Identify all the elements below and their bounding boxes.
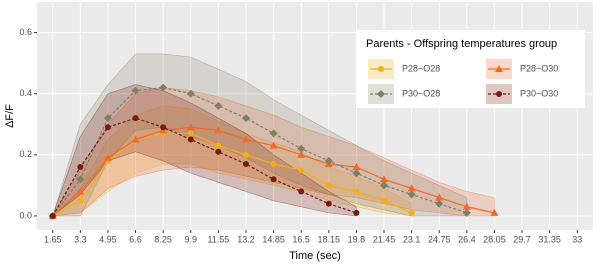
marker (378, 66, 384, 72)
x-tick-label: 8.25 (154, 234, 172, 244)
marker (380, 181, 389, 190)
marker (377, 90, 385, 98)
x-tick-label: 33 (572, 234, 582, 244)
marker (435, 193, 444, 201)
marker (186, 123, 195, 131)
marker (269, 141, 278, 149)
marker (496, 91, 502, 97)
y-tick-label: 0.4 (19, 88, 32, 98)
marker (324, 156, 333, 165)
x-tick-label: 28.05 (483, 234, 506, 244)
marker (104, 124, 111, 131)
marker (490, 208, 499, 216)
series-line (52, 117, 357, 217)
marker (215, 142, 222, 149)
marker (407, 184, 416, 192)
x-tick-label: 23.1 (403, 234, 421, 244)
x-tick-label: 11.55 (207, 234, 229, 244)
marker (77, 164, 84, 171)
marker (186, 89, 195, 98)
marker (298, 188, 305, 195)
x-tick-label: 29.7 (513, 234, 531, 244)
marker (380, 175, 389, 183)
marker (103, 153, 112, 161)
y-tick-label: 0.6 (19, 27, 32, 37)
legend: Parents - Offspring temperatures group P… (357, 30, 585, 108)
marker (103, 114, 112, 123)
marker (270, 176, 277, 183)
x-tick-label: 1.65 (44, 234, 62, 244)
x-axis-label: Time (sec) (289, 250, 341, 262)
marker (214, 101, 223, 110)
legend-box (357, 30, 585, 108)
legend-label: P28−O28 (402, 63, 440, 73)
x-tick-label: 9.9 (185, 234, 198, 244)
marker (297, 150, 306, 158)
marker (270, 160, 277, 167)
legend-label: P30−O30 (520, 88, 558, 98)
x-tick-label: 26.4 (458, 234, 476, 244)
marker (407, 190, 416, 199)
series-line (52, 86, 468, 217)
marker (159, 83, 168, 92)
marker (76, 187, 85, 195)
marker (352, 169, 361, 178)
marker (353, 209, 360, 216)
marker (214, 126, 223, 134)
grid (37, 2, 593, 230)
marker (131, 86, 140, 95)
marker (187, 136, 194, 143)
y-axis-label: ΔF/F (4, 104, 16, 128)
marker (49, 212, 56, 219)
marker (325, 200, 332, 207)
x-tick-label: 19.8 (348, 234, 366, 244)
x-tick-label: 24.75 (428, 234, 451, 244)
legend-title: Parents - Offspring temperatures group (366, 38, 557, 50)
marker (297, 144, 306, 153)
x-tick-label: 18.15 (318, 234, 341, 244)
marker (495, 65, 503, 72)
legend-label: P28−O30 (520, 63, 558, 73)
x-tick-label: 13.2 (237, 234, 255, 244)
x-tick-label: 14.85 (262, 234, 285, 244)
x-tick-label: 31.35 (538, 234, 561, 244)
marker (131, 135, 140, 143)
marker (408, 209, 415, 216)
marker (242, 160, 249, 167)
marker (462, 208, 471, 217)
marker (269, 129, 278, 138)
marker (77, 197, 84, 204)
x-tick-label: 4.95 (99, 234, 117, 244)
series-line (52, 132, 412, 217)
marker (435, 199, 444, 208)
marker (241, 135, 250, 143)
marker (353, 188, 360, 195)
lines (48, 83, 499, 220)
marker (352, 163, 361, 171)
legend-label: P30−O28 (402, 88, 440, 98)
marker (160, 124, 167, 131)
y-tick-label: 0.0 (19, 210, 32, 220)
marker (187, 130, 194, 137)
marker (462, 202, 471, 210)
y-tick-label: 0.2 (19, 149, 32, 159)
marker (381, 197, 388, 204)
x-tick-label: 3.3 (74, 234, 87, 244)
marker (298, 167, 305, 174)
marker (325, 182, 332, 189)
marker (242, 151, 249, 158)
marker (241, 114, 250, 123)
marker (76, 175, 85, 184)
x-tick-label: 16.5 (292, 234, 310, 244)
marker (132, 115, 139, 122)
marker (215, 148, 222, 155)
x-tick-label: 21.45 (373, 234, 396, 244)
x-tick-label: 6.6 (129, 234, 142, 244)
